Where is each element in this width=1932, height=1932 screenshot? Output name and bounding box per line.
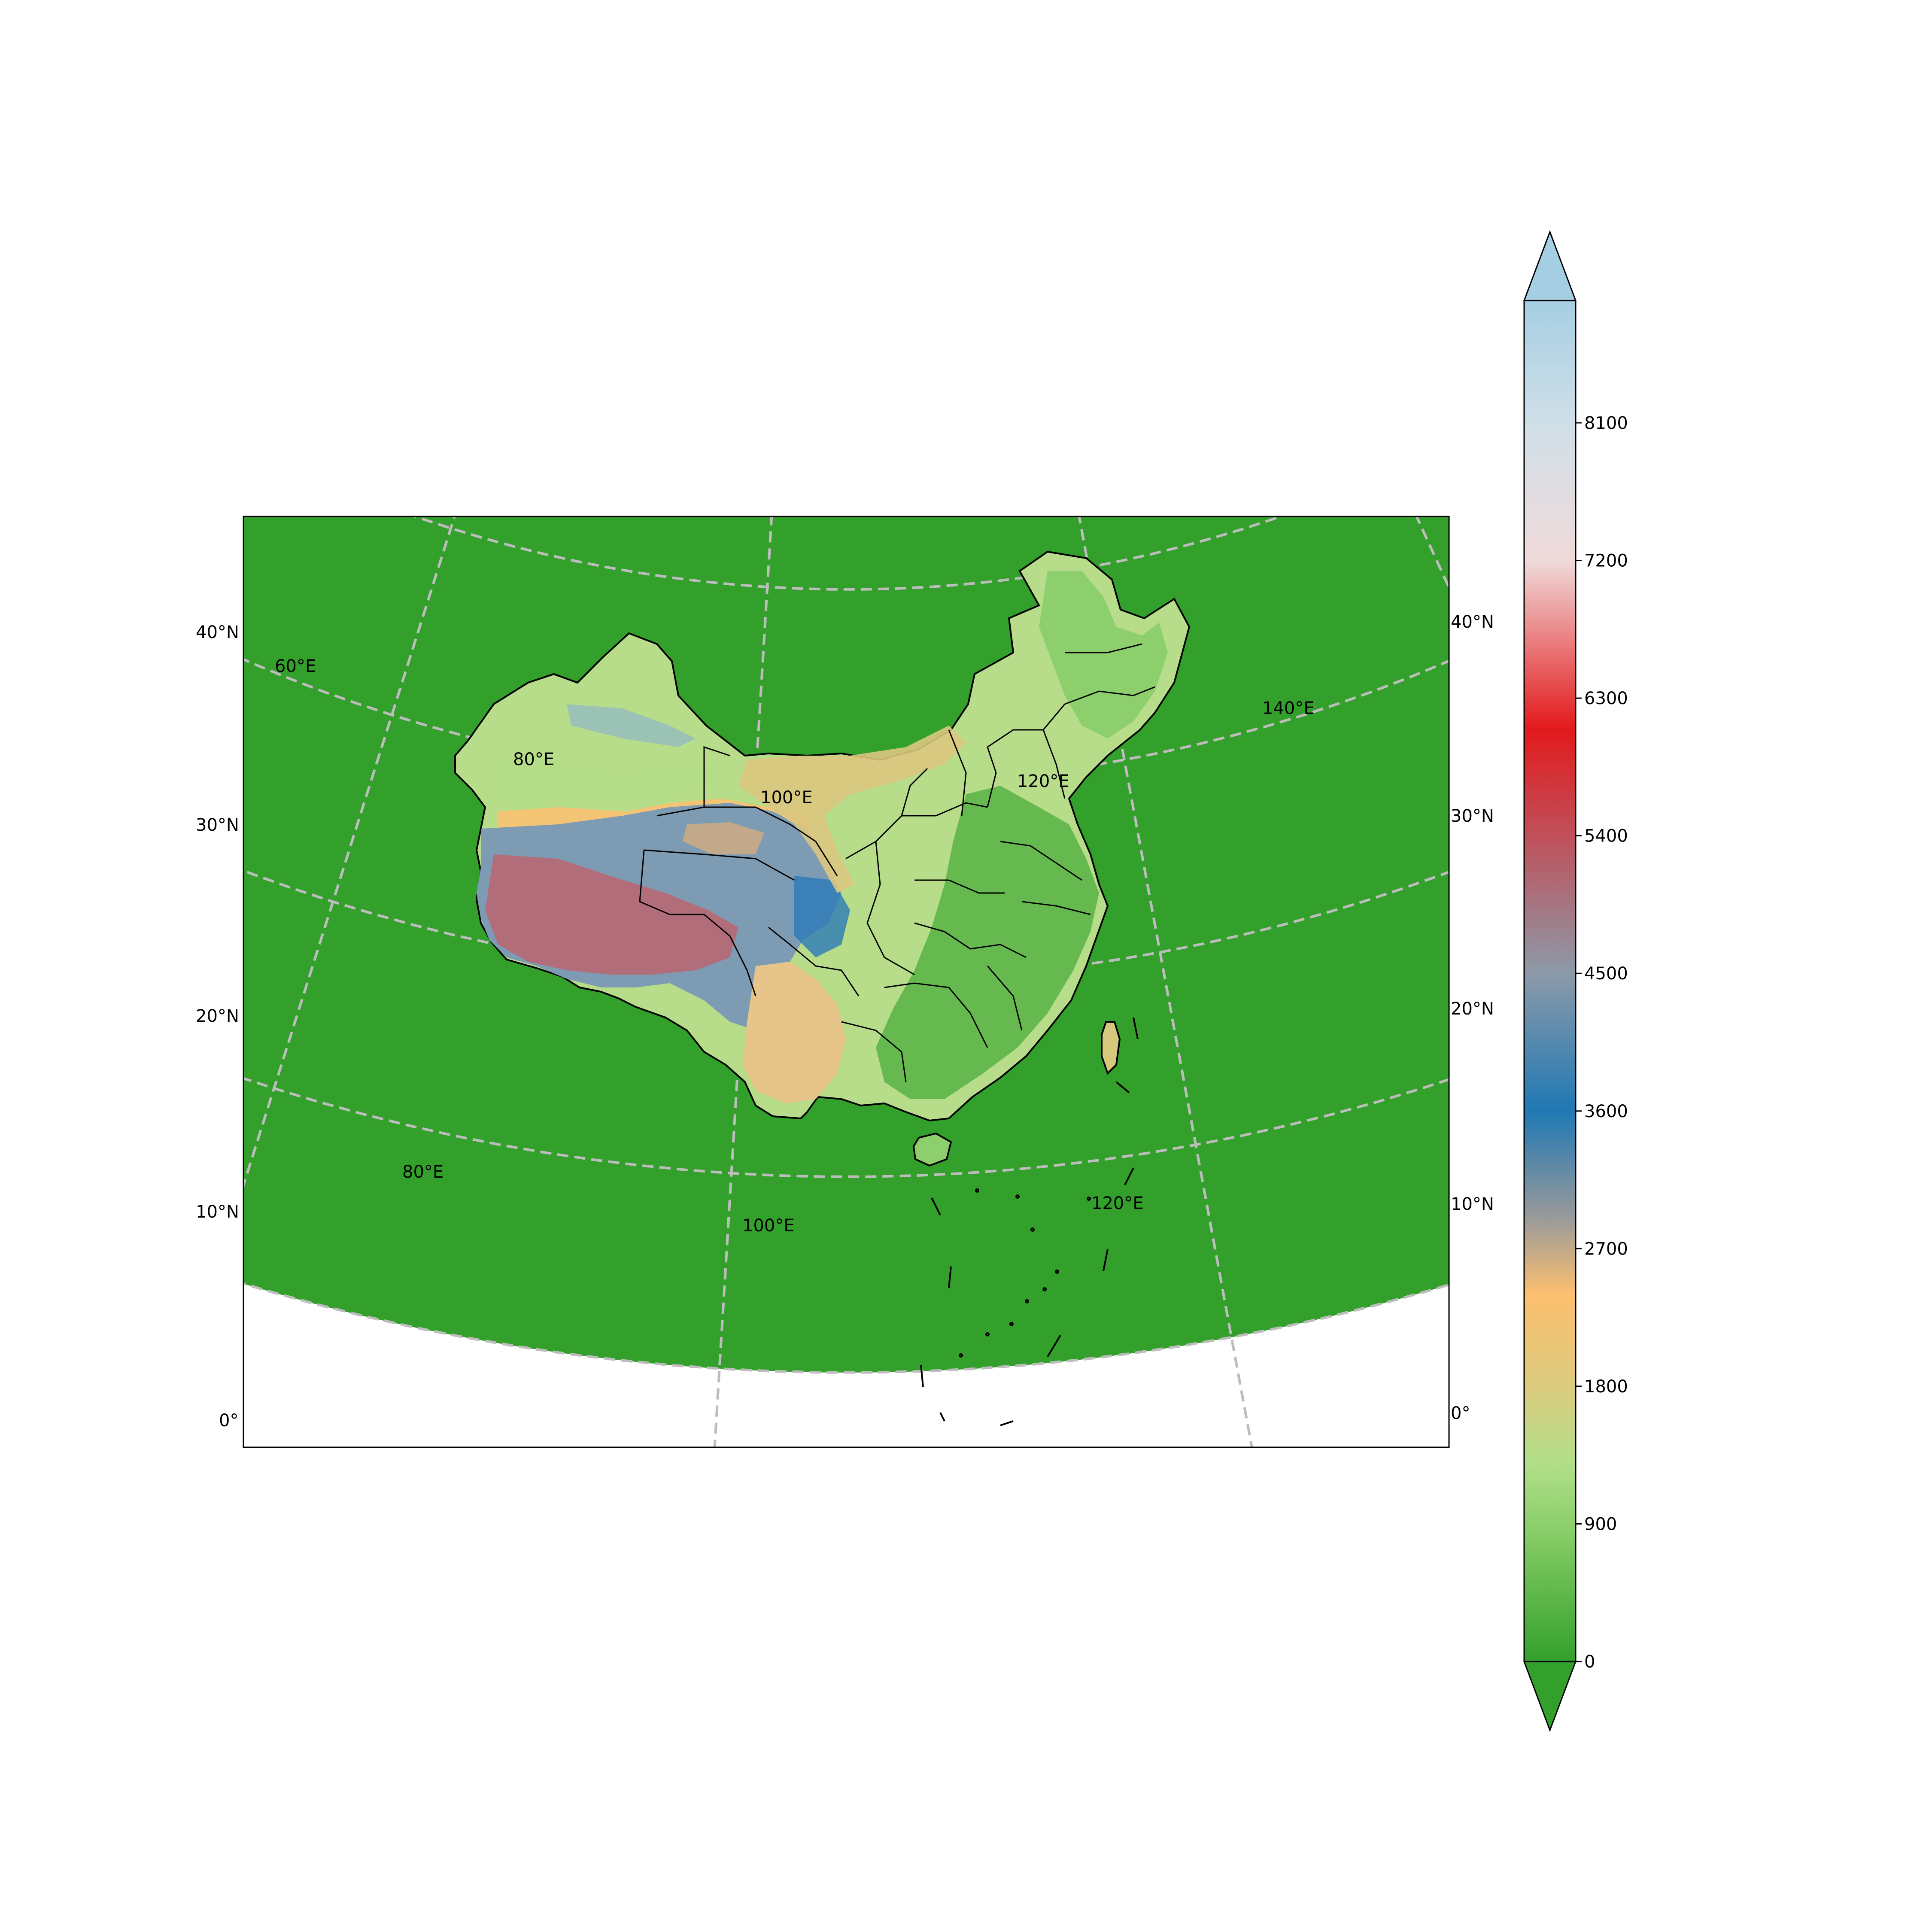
graticule-meridian — [1426, 0, 1932, 1221]
loess-inner-mongolia-highland — [738, 726, 966, 893]
lat-label-30n-left: 30°N — [196, 815, 239, 835]
lat-label-0-left: 0° — [219, 1411, 238, 1431]
graticule-parallel — [0, 0, 1879, 394]
lon-label-120e-top: 120°E — [1017, 772, 1069, 791]
lon-label-100e-bottom: 100°E — [742, 1216, 795, 1236]
colorbar-tick-label-8100: 8100 — [1584, 413, 1628, 433]
graticule-meridian — [1585, 0, 1932, 787]
qaidam-basin — [683, 822, 764, 854]
longitude-labels-top: 60°E 80°E 100°E 120°E 140°E — [275, 656, 1315, 808]
latitude-labels-right: 40°N 30°N 20°N 10°N 0° — [1451, 612, 1494, 1423]
lon-label-80e-bottom: 80°E — [402, 1162, 444, 1182]
map-frame — [243, 516, 1450, 1448]
plateau-south-high — [485, 854, 738, 975]
lat-label-20n-right: 20°N — [1451, 999, 1494, 1019]
colorbar-ticks — [1576, 422, 1582, 1662]
graticule-parallel — [411, 516, 1285, 591]
colorbar: 8100 7200 6300 5400 4500 3600 2700 1800 … — [1523, 230, 1628, 1732]
northeast-plain — [1039, 571, 1168, 738]
hainan-island — [912, 1132, 952, 1167]
graticule-meridian — [0, 0, 185, 1017]
lon-label-140e-top: 140°E — [1262, 699, 1315, 718]
province-borders — [639, 643, 1155, 1082]
south-china-sea-islands — [920, 1017, 1139, 1426]
taiwan-island — [1101, 1021, 1121, 1075]
map-axes: 40°N 30°N 20°N 10°N 0° 40°N 30°N 20°N 10… — [0, 0, 1932, 1448]
lat-label-30n-right: 30°N — [1451, 806, 1494, 826]
lon-label-80e-top: 80°E — [513, 750, 554, 769]
colorbar-extend-max — [1523, 230, 1577, 301]
lon-label-60e-top: 60°E — [275, 656, 316, 676]
colorbar-tick-label-0: 0 — [1584, 1652, 1595, 1672]
china-elevation — [454, 550, 1191, 1426]
latitude-labels-left: 40°N 30°N 20°N 10°N 0° — [196, 623, 239, 1431]
longitude-labels-bottom: 80°E 100°E 120°E — [402, 1162, 1144, 1236]
lat-label-20n-left: 20°N — [196, 1006, 239, 1026]
lat-label-10n-right: 10°N — [1451, 1194, 1494, 1214]
graticule-meridian — [1078, 516, 1253, 1447]
colorbar-tick-labels: 8100 7200 6300 5400 4500 3600 2700 1800 … — [1584, 413, 1628, 1672]
colorbar-tick-label-6300: 6300 — [1584, 689, 1628, 708]
lon-label-100e-top: 100°E — [760, 788, 813, 808]
graticule-meridian — [243, 516, 456, 1190]
lat-label-0-right: 0° — [1451, 1403, 1470, 1423]
lat-label-10n-left: 10°N — [196, 1202, 239, 1222]
graticule-parallel — [243, 1282, 1449, 1374]
tien-shan-range — [567, 704, 696, 747]
eastern-lowlands — [876, 786, 1099, 1099]
colorbar-tick-label-1800: 1800 — [1584, 1377, 1628, 1397]
colorbar-extend-min — [1523, 1661, 1577, 1732]
lat-label-40n-left: 40°N — [196, 623, 239, 642]
lon-label-120e-bottom: 120°E — [1091, 1194, 1144, 1213]
colorbar-tick-label-3600: 3600 — [1584, 1102, 1628, 1121]
colorbar-tick-label-900: 900 — [1584, 1514, 1617, 1534]
colorbar-tick-label-7200: 7200 — [1584, 551, 1628, 571]
yunnan-sichuan-highland — [743, 962, 846, 1103]
colorbar-tick-label-4500: 4500 — [1584, 964, 1628, 984]
colorbar-tick-label-2700: 2700 — [1584, 1239, 1628, 1259]
colorbar-body — [1523, 300, 1577, 1662]
eastern-plateau-edge — [794, 876, 850, 957]
tarim-basin — [481, 756, 721, 811]
colorbar-tick-label-5400: 5400 — [1584, 826, 1628, 846]
lat-label-40n-right: 40°N — [1451, 612, 1494, 632]
